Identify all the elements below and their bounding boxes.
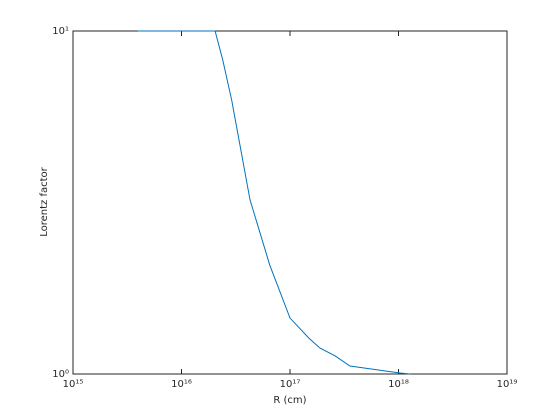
x-tick-label: 10¹⁵ xyxy=(63,379,84,390)
y-tick-label: 10⁰ xyxy=(52,369,69,380)
x-tick-label: 10¹⁶ xyxy=(171,379,192,390)
x-tick-label: 10¹⁹ xyxy=(497,379,518,390)
x-tick-label: 10¹⁸ xyxy=(388,379,409,390)
x-tick-label: 10¹⁷ xyxy=(280,379,301,390)
y-tick-label: 10¹ xyxy=(52,26,69,37)
y-label: Lorentz factor xyxy=(39,166,50,236)
line-series xyxy=(137,30,411,375)
x-label: R (cm) xyxy=(273,395,306,406)
axes-box xyxy=(72,30,508,375)
